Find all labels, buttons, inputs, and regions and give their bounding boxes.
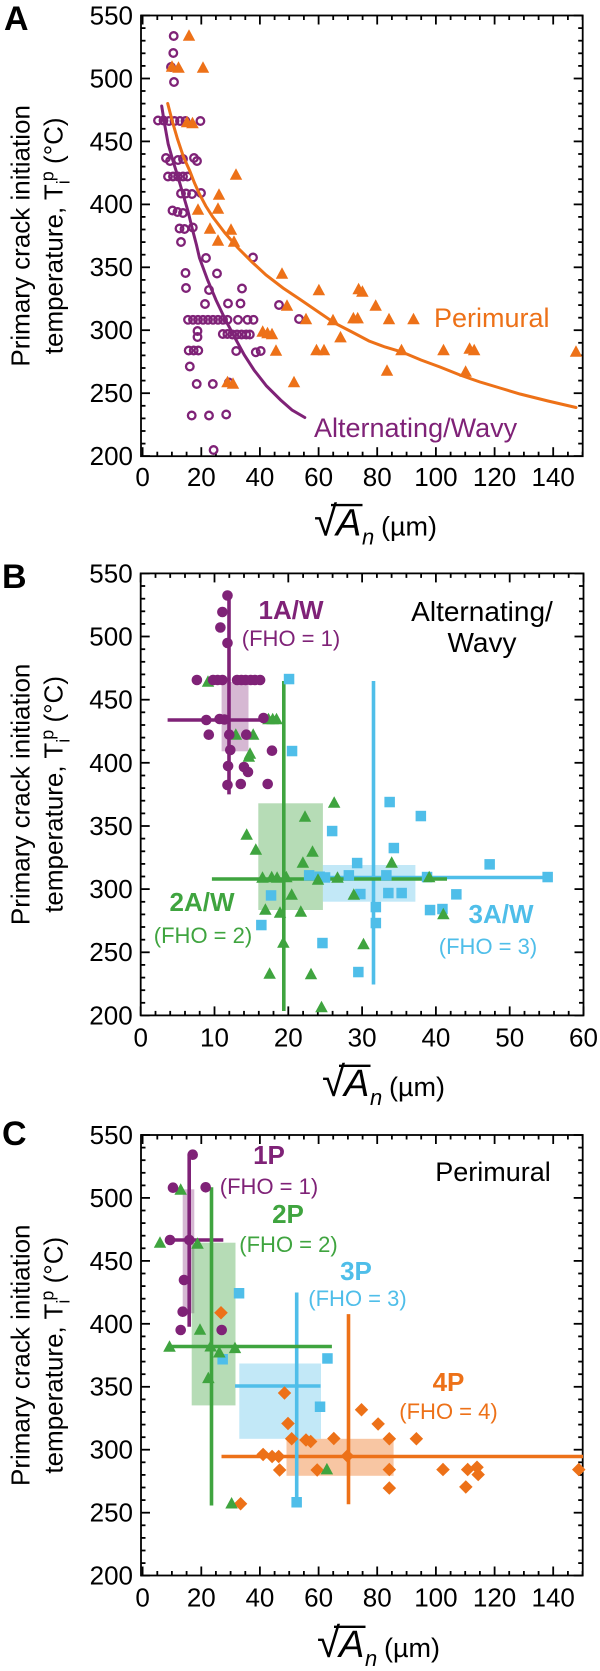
svg-text:30: 30 bbox=[348, 1023, 377, 1053]
svg-text:1A/W: 1A/W bbox=[259, 595, 324, 625]
svg-text:(FHO = 3): (FHO = 3) bbox=[439, 934, 537, 959]
svg-text:(FHO = 2): (FHO = 2) bbox=[154, 923, 252, 948]
svg-text:200: 200 bbox=[90, 441, 133, 471]
svg-text:(µm): (µm) bbox=[384, 1633, 440, 1663]
svg-text:80: 80 bbox=[363, 462, 392, 492]
svg-text:200: 200 bbox=[89, 1000, 132, 1030]
svg-text:60: 60 bbox=[304, 1583, 333, 1613]
svg-text:4P: 4P bbox=[433, 1367, 465, 1397]
svg-text:(FHO = 3): (FHO = 3) bbox=[308, 1286, 406, 1311]
svg-text:Alternating/Wavy: Alternating/Wavy bbox=[314, 413, 518, 443]
svg-text:60: 60 bbox=[569, 1023, 598, 1053]
svg-text:120: 120 bbox=[473, 1583, 516, 1613]
svg-text:A: A bbox=[4, 0, 29, 38]
svg-text:Wavy: Wavy bbox=[448, 627, 517, 658]
svg-text:temperature, Tip (°C): temperature, Tip (°C) bbox=[38, 1237, 74, 1474]
svg-text:Primary crack initiation: Primary crack initiation bbox=[6, 1224, 36, 1486]
svg-text:Alternating/: Alternating/ bbox=[411, 596, 553, 627]
svg-text:temperature, Tip (°C): temperature, Tip (°C) bbox=[38, 117, 74, 354]
svg-text:250: 250 bbox=[89, 937, 132, 967]
svg-text:Perimural: Perimural bbox=[435, 1157, 551, 1187]
svg-text:1P: 1P bbox=[253, 1140, 285, 1170]
svg-text:40: 40 bbox=[245, 1583, 274, 1613]
svg-text:140: 140 bbox=[532, 1583, 575, 1613]
svg-text:400: 400 bbox=[89, 748, 132, 778]
svg-text:n: n bbox=[370, 1085, 382, 1110]
svg-text:500: 500 bbox=[89, 622, 132, 652]
svg-text:(µm): (µm) bbox=[381, 511, 437, 541]
svg-text:350: 350 bbox=[89, 811, 132, 841]
svg-text:20: 20 bbox=[187, 462, 216, 492]
svg-text:40: 40 bbox=[421, 1023, 450, 1053]
svg-text:450: 450 bbox=[90, 1246, 133, 1276]
svg-text:2P: 2P bbox=[272, 1199, 304, 1229]
svg-text:450: 450 bbox=[89, 685, 132, 715]
svg-text:(FHO = 1): (FHO = 1) bbox=[242, 626, 340, 651]
svg-text:0: 0 bbox=[133, 1023, 147, 1053]
svg-text:550: 550 bbox=[90, 1, 133, 31]
svg-text:Perimural: Perimural bbox=[434, 303, 550, 333]
svg-text:20: 20 bbox=[187, 1583, 216, 1613]
svg-text:A: A bbox=[334, 502, 361, 544]
svg-text:100: 100 bbox=[414, 1583, 457, 1613]
svg-text:250: 250 bbox=[90, 378, 133, 408]
svg-text:400: 400 bbox=[90, 189, 133, 219]
svg-text:40: 40 bbox=[245, 462, 274, 492]
svg-text:n: n bbox=[365, 1646, 377, 1671]
svg-text:140: 140 bbox=[532, 462, 575, 492]
svg-text:C: C bbox=[2, 1115, 27, 1153]
svg-text:350: 350 bbox=[90, 252, 133, 282]
svg-text:120: 120 bbox=[473, 462, 516, 492]
svg-text:500: 500 bbox=[90, 1183, 133, 1213]
svg-text:200: 200 bbox=[90, 1561, 133, 1591]
svg-text:(FHO = 1): (FHO = 1) bbox=[220, 1174, 318, 1199]
svg-text:3A/W: 3A/W bbox=[469, 899, 534, 929]
svg-text:temperature, Tip (°C): temperature, Tip (°C) bbox=[38, 676, 74, 913]
svg-text:400: 400 bbox=[90, 1309, 133, 1339]
svg-text:300: 300 bbox=[90, 315, 133, 345]
svg-text:Primary crack initiation: Primary crack initiation bbox=[6, 105, 36, 367]
svg-text:Primary crack initiation: Primary crack initiation bbox=[6, 664, 36, 926]
svg-text:2A/W: 2A/W bbox=[170, 887, 235, 917]
svg-text:(µm): (µm) bbox=[389, 1072, 445, 1102]
svg-text:(FHO = 2): (FHO = 2) bbox=[239, 1232, 337, 1257]
svg-text:10: 10 bbox=[200, 1023, 229, 1053]
svg-text:450: 450 bbox=[90, 126, 133, 156]
svg-text:80: 80 bbox=[363, 1583, 392, 1613]
svg-text:(FHO = 4): (FHO = 4) bbox=[399, 1399, 497, 1424]
svg-text:250: 250 bbox=[90, 1498, 133, 1528]
svg-text:20: 20 bbox=[274, 1023, 303, 1053]
svg-text:0: 0 bbox=[135, 462, 149, 492]
svg-text:300: 300 bbox=[90, 1435, 133, 1465]
svg-text:350: 350 bbox=[90, 1372, 133, 1402]
svg-text:60: 60 bbox=[304, 462, 333, 492]
svg-text:0: 0 bbox=[135, 1583, 149, 1613]
svg-text:100: 100 bbox=[414, 462, 457, 492]
svg-text:550: 550 bbox=[89, 558, 132, 588]
svg-text:500: 500 bbox=[90, 63, 133, 93]
svg-text:A: A bbox=[337, 1624, 364, 1666]
svg-text:3P: 3P bbox=[340, 1256, 372, 1286]
svg-text:300: 300 bbox=[89, 874, 132, 904]
svg-text:50: 50 bbox=[495, 1023, 524, 1053]
svg-text:B: B bbox=[2, 558, 27, 596]
svg-text:n: n bbox=[362, 524, 374, 549]
svg-text:A: A bbox=[342, 1063, 369, 1105]
svg-text:550: 550 bbox=[90, 1120, 133, 1150]
